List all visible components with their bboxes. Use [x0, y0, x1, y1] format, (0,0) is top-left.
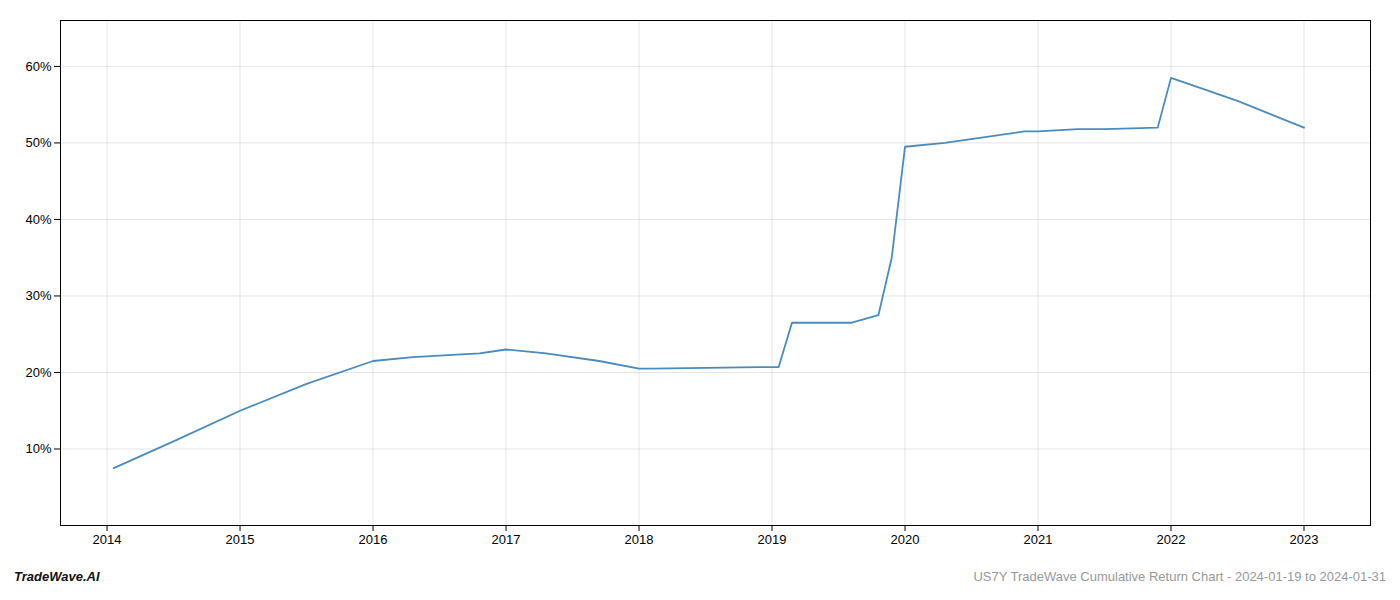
- svg-text:2023: 2023: [1290, 532, 1319, 547]
- svg-text:40%: 40%: [25, 212, 51, 227]
- svg-text:30%: 30%: [25, 288, 51, 303]
- svg-text:2016: 2016: [359, 532, 388, 547]
- svg-text:2018: 2018: [625, 532, 654, 547]
- svg-text:2020: 2020: [891, 532, 920, 547]
- svg-text:60%: 60%: [25, 59, 51, 74]
- svg-text:2021: 2021: [1024, 532, 1053, 547]
- svg-text:2014: 2014: [93, 532, 122, 547]
- svg-text:2017: 2017: [492, 532, 521, 547]
- html-text:TradeWave.AI: TradeWave.AI: [14, 569, 100, 584]
- svg-text:2015: 2015: [226, 532, 255, 547]
- svg-text:50%: 50%: [25, 135, 51, 150]
- svg-text:2019: 2019: [758, 532, 787, 547]
- svg-text:10%: 10%: [25, 441, 51, 456]
- svg-text:20%: 20%: [25, 365, 51, 380]
- html-text:US7Y TradeWave Cumulative Retu: US7Y TradeWave Cumulative Return Chart -…: [973, 569, 1386, 584]
- svg-text:2022: 2022: [1157, 532, 1186, 547]
